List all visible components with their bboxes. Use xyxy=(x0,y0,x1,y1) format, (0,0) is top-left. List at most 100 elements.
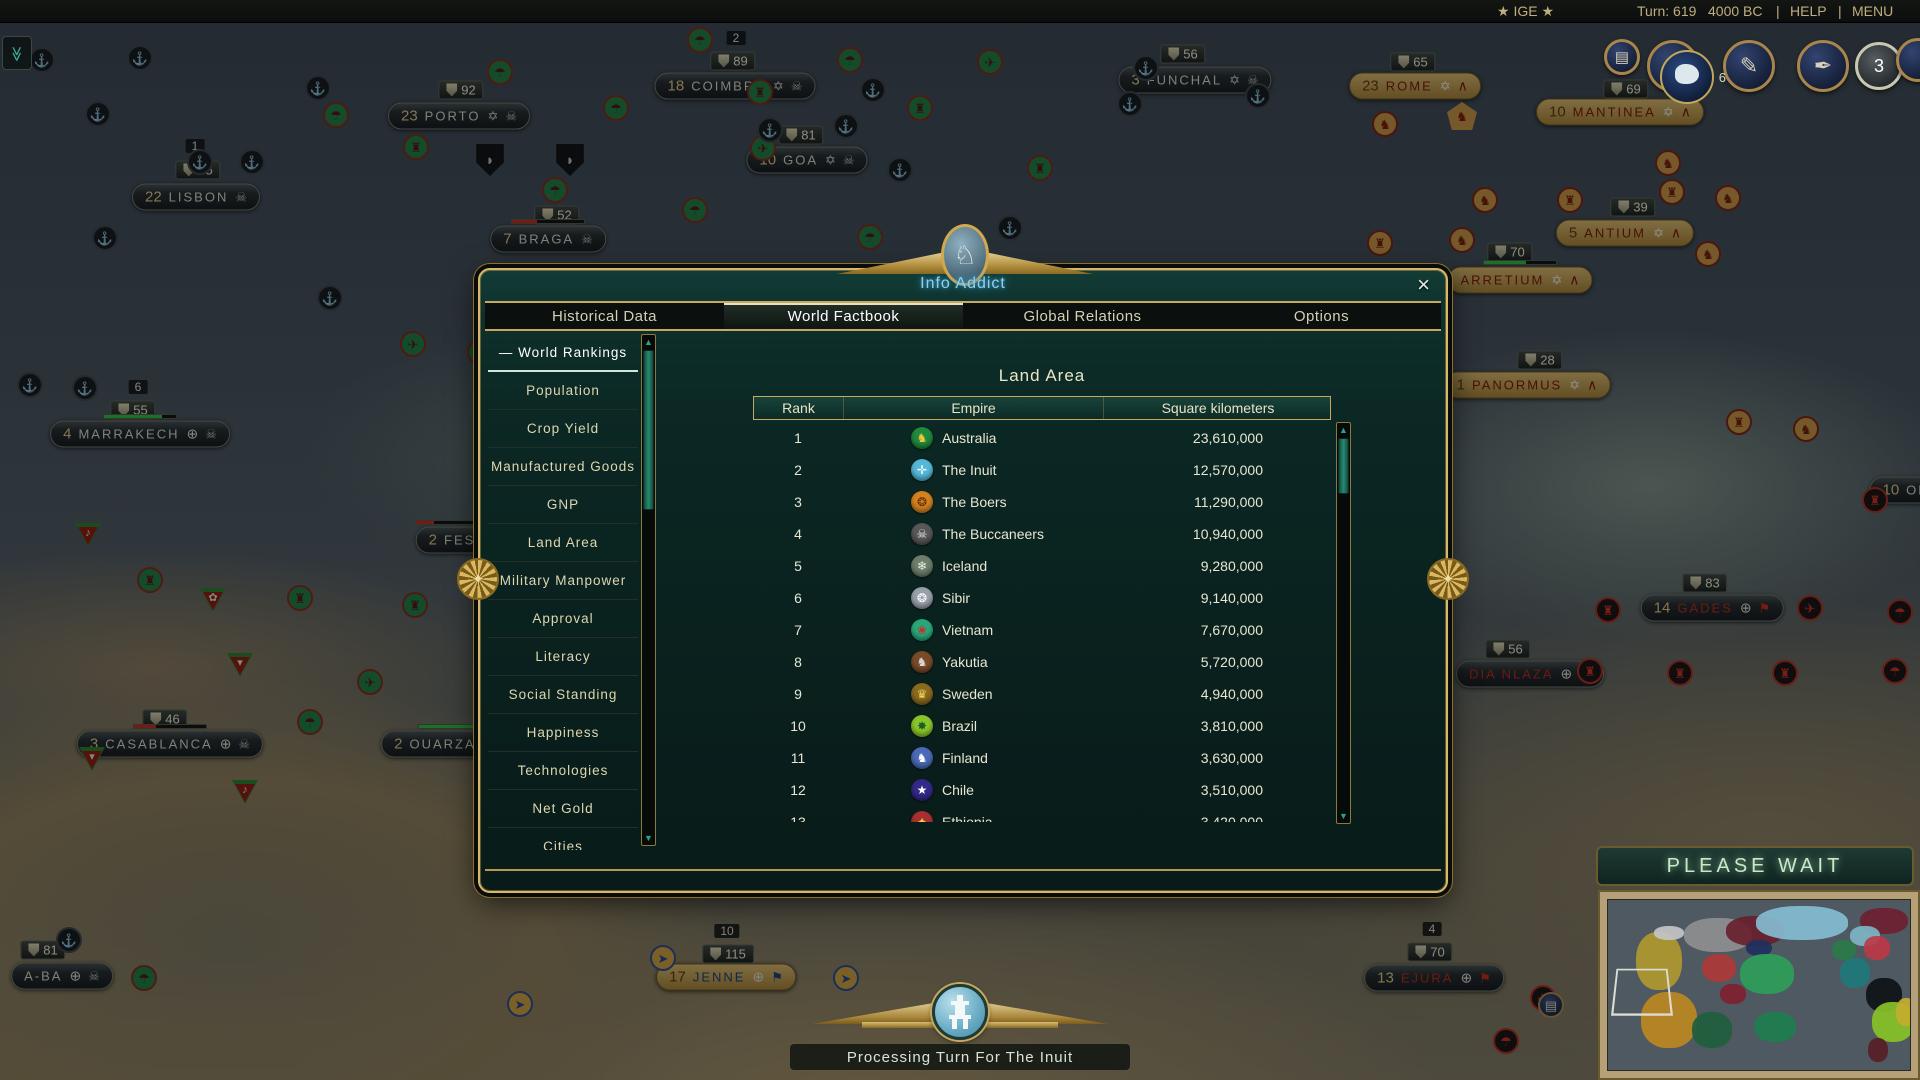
enemy-unit-icon[interactable]: ☂ xyxy=(1493,1028,1519,1054)
sidebar-item-world-rankings[interactable]: — World Rankings xyxy=(488,334,638,372)
army-unit-icon[interactable]: ♜ xyxy=(402,592,428,618)
army-unit-icon[interactable]: ☂ xyxy=(603,95,629,121)
city-banner-gades[interactable]: 14 GADES ⊕ ⚑ xyxy=(1640,594,1784,622)
army-unit-icon[interactable]: ✈ xyxy=(357,669,383,695)
army-unit-icon[interactable]: ☂ xyxy=(837,47,863,73)
army-unit-icon[interactable]: ♜ xyxy=(1027,155,1053,181)
scroll-notification-icon[interactable]: ▤ xyxy=(1604,39,1640,75)
naval-unit-icon[interactable]: ⚓ xyxy=(72,375,98,401)
enemy-unit-icon[interactable]: ✈ xyxy=(1797,595,1823,621)
menu-button[interactable]: MENU xyxy=(1852,3,1894,19)
sidebar-item-military-manpower[interactable]: Military Manpower xyxy=(488,562,638,600)
sidebar-scroll-thumb[interactable] xyxy=(643,350,654,510)
naval-unit-icon[interactable]: ⚓ xyxy=(305,75,331,101)
naval-unit-icon[interactable]: ⚓ xyxy=(833,113,859,139)
roman-unit-icon[interactable]: ♞ xyxy=(1793,416,1819,442)
army-unit-icon[interactable]: ♜ xyxy=(403,134,429,160)
enemy-unit-icon[interactable]: ♜ xyxy=(1772,660,1798,686)
army-unit-icon[interactable]: ☂ xyxy=(687,27,713,53)
minimize-chevrons-icon[interactable]: ≫ xyxy=(2,36,32,70)
city-banner-rome[interactable]: 23 ROME ✡ ∧ xyxy=(1349,72,1481,100)
sidebar-item-cities[interactable]: Cities xyxy=(488,828,638,850)
roman-unit-icon[interactable]: ♞ xyxy=(1372,111,1398,137)
army-unit-icon[interactable]: ☂ xyxy=(682,197,708,223)
sidebar-item-net-gold[interactable]: Net Gold xyxy=(488,790,638,828)
help-button[interactable]: HELP xyxy=(1790,3,1827,19)
city-banner-ejura[interactable]: 13 EJURA ⊕ ⚑ xyxy=(1364,964,1504,992)
sidebar-item-crop-yield[interactable]: Crop Yield xyxy=(488,410,638,448)
city-banner-braga[interactable]: 7 BRAGA ☠ xyxy=(490,225,606,253)
city-banner-fes[interactable]: 2 FES xyxy=(415,526,489,554)
city-banner-coimbra[interactable]: 18 COIMBRA ✡ ☠ xyxy=(654,72,816,100)
tab-historical-data[interactable]: Historical Data xyxy=(551,307,658,325)
city-banner-casablanca[interactable]: 3 CASABLANCA ⊕ ☠ xyxy=(76,730,264,758)
naval-unit-icon[interactable]: ⚓ xyxy=(860,77,886,103)
army-unit-icon[interactable]: ✈ xyxy=(400,331,426,357)
songhai-unit-icon[interactable]: ➤ xyxy=(650,945,676,971)
city-banner-mantinea[interactable]: 10 MANTINEA ✡ ∧ xyxy=(1535,98,1705,126)
army-unit-icon[interactable]: ♜ xyxy=(137,567,163,593)
sidebar-item-population[interactable]: Population xyxy=(488,372,638,410)
roman-unit-icon[interactable]: ♞ xyxy=(1695,241,1721,267)
city-state-influence-bubble[interactable]: 6 xyxy=(1660,50,1726,104)
naval-unit-icon[interactable]: ⚓ xyxy=(757,117,783,143)
enemy-unit-icon[interactable]: ♜ xyxy=(1577,658,1603,684)
scroll-up-icon[interactable]: ▲ xyxy=(644,337,653,347)
scroll-down-icon[interactable]: ▼ xyxy=(1339,811,1348,821)
naval-unit-icon[interactable]: ⚓ xyxy=(17,372,43,398)
enemy-unit-icon[interactable]: ♜ xyxy=(1862,487,1888,513)
naval-unit-icon[interactable]: ⚓ xyxy=(187,149,213,175)
scroll-notification-icon[interactable]: ▤ xyxy=(1538,992,1564,1018)
naval-unit-icon[interactable]: ⚓ xyxy=(56,927,82,953)
minimap-world[interactable] xyxy=(1607,899,1911,1071)
city-banner-porto[interactable]: 23 PORTO ✡ ☠ xyxy=(387,102,531,130)
army-unit-icon[interactable]: ☂ xyxy=(297,709,323,735)
culture-notification-icon[interactable]: ✒ xyxy=(1797,40,1849,92)
songhai-unit-icon[interactable]: ➤ xyxy=(507,991,533,1017)
sidebar-scrollbar[interactable]: ▲ ▼ xyxy=(641,334,656,846)
enemy-unit-icon[interactable]: ☂ xyxy=(1882,658,1908,684)
city-banner-marrakech[interactable]: 4 MARRAKECH ⊕ ☠ xyxy=(50,420,230,448)
naval-unit-icon[interactable]: ⚓ xyxy=(85,101,111,127)
naval-unit-icon[interactable]: ⚓ xyxy=(1133,55,1159,81)
ige-mod-button[interactable]: ★ IGE ★ xyxy=(1497,3,1554,19)
army-unit-icon[interactable]: ☂ xyxy=(487,59,513,85)
scroll-down-icon[interactable]: ▼ xyxy=(644,833,653,843)
songhai-unit-icon[interactable]: ➤ xyxy=(833,965,859,991)
tab-options[interactable]: Options xyxy=(1293,307,1350,325)
minimap-panel[interactable] xyxy=(1598,890,1920,1080)
minimap-viewport[interactable] xyxy=(1611,968,1673,1016)
army-unit-icon[interactable]: ☂ xyxy=(131,965,157,991)
naval-unit-icon[interactable]: ⚓ xyxy=(92,225,118,251)
naval-unit-icon[interactable]: ⚓ xyxy=(127,45,153,71)
army-unit-icon[interactable]: ♜ xyxy=(747,79,773,105)
naval-unit-icon[interactable]: ⚓ xyxy=(239,149,265,175)
city-banner-jenne[interactable]: 17 JENNE ⊕ ⚑ xyxy=(656,963,796,991)
tab-world-factbook[interactable]: World Factbook xyxy=(724,303,963,329)
roman-unit-icon[interactable]: ♞ xyxy=(1655,150,1681,176)
army-unit-icon[interactable]: ☂ xyxy=(857,224,883,250)
army-unit-icon[interactable]: ♜ xyxy=(907,95,933,121)
roman-unit-icon[interactable]: ♜ xyxy=(1557,187,1583,213)
army-unit-icon[interactable]: ☂ xyxy=(323,102,349,128)
army-unit-icon[interactable]: ♜ xyxy=(287,585,313,611)
table-scroll-thumb[interactable] xyxy=(1338,438,1349,494)
naval-unit-icon[interactable]: ⚓ xyxy=(317,285,343,311)
naval-unit-icon[interactable]: ⚓ xyxy=(887,157,913,183)
enemy-unit-icon[interactable]: ♜ xyxy=(1595,597,1621,623)
army-unit-icon[interactable]: ✈ xyxy=(977,49,1003,75)
city-banner-arretium[interactable]: ARRETIUM ✡ ∧ xyxy=(1447,266,1593,294)
roman-unit-icon[interactable]: ♞ xyxy=(1715,185,1741,211)
city-banner-antium[interactable]: 5 ANTIUM ✡ ∧ xyxy=(1555,219,1695,247)
city-banner-lisbon[interactable]: 22 LISBON ☠ xyxy=(131,183,261,211)
scroll-up-icon[interactable]: ▲ xyxy=(1339,425,1348,435)
roman-unit-icon[interactable]: ♜ xyxy=(1726,409,1752,435)
army-unit-icon[interactable]: ☂ xyxy=(542,177,568,203)
sidebar-item-approval[interactable]: Approval xyxy=(488,600,638,638)
enemy-unit-icon[interactable]: ☂ xyxy=(1887,599,1913,625)
enemy-unit-icon[interactable]: ♜ xyxy=(1667,660,1693,686)
close-icon[interactable]: × xyxy=(1417,272,1430,297)
sidebar-item-gnp[interactable]: GNP xyxy=(488,486,638,524)
tab-global-relations[interactable]: Global Relations xyxy=(1023,307,1142,325)
